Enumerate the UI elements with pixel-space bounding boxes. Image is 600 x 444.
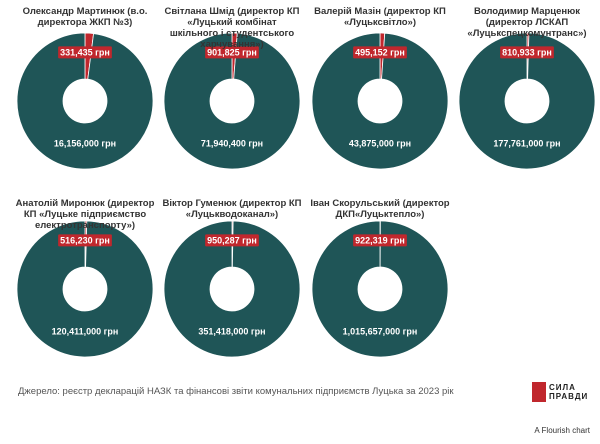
credit[interactable]: A Flourish chart (534, 426, 590, 435)
slice (458, 32, 596, 170)
chart-title: Віктор Гуменюк (директор КП «Луцькводока… (162, 198, 302, 220)
label-bg (353, 234, 407, 247)
label-bg (500, 46, 554, 59)
label-bg (58, 234, 112, 247)
value-label: 43,875,000 грн (349, 138, 411, 148)
slice (311, 32, 449, 170)
value-label: 901,825 грн (207, 47, 257, 57)
value-label: 71,940,400 грн (201, 138, 263, 148)
value-label: 1,015,657,000 грн (343, 326, 418, 336)
chart-title: Володимир Марценюк (директор ЛСКАП «Луць… (467, 6, 587, 39)
value-label: 331,435 грн (60, 47, 110, 57)
logo-mark (532, 382, 546, 402)
chart-title: Анатолій Миронюк (директор КП «Луцьке пі… (15, 198, 155, 231)
slice (163, 32, 301, 170)
label-bg (58, 46, 112, 59)
slice (16, 220, 154, 358)
source: Джерело: реєстр декларацій НАЗК та фінан… (18, 386, 454, 397)
label-bg (353, 46, 407, 59)
logo: СИЛА ПРАВДИ (532, 382, 588, 402)
slice (311, 220, 449, 358)
slice (163, 220, 301, 358)
slice (16, 32, 154, 170)
value-label: 177,761,000 грн (493, 138, 560, 148)
chart-title: Світлана Шмід (директор КП «Луцький комб… (164, 6, 300, 50)
chart-title: Іван Скорульський (директор ДКП«Луцьктеп… (310, 198, 450, 220)
value-label: 950,287 грн (207, 235, 257, 245)
logo-text: СИЛА ПРАВДИ (549, 383, 588, 401)
logo-line: ПРАВДИ (549, 392, 589, 401)
value-label: 922,319 грн (355, 235, 405, 245)
value-label: 16,156,000 грн (54, 138, 116, 148)
value-label: 810,933 грн (502, 47, 552, 57)
chart-title: Валерій Мазін (директор КП «Луцьксвітло»… (314, 6, 446, 28)
label-bg (205, 234, 259, 247)
chart-title: Олександр Мартинюк (в.о. директора ЖКП №… (22, 6, 148, 28)
label-bg (205, 46, 259, 59)
value-label: 120,411,000 грн (52, 326, 119, 336)
value-label: 495,152 грн (355, 47, 405, 57)
value-label: 351,418,000 грн (198, 326, 265, 336)
value-label: 516,230 грн (60, 235, 110, 245)
logo-line: СИЛА (549, 383, 576, 392)
